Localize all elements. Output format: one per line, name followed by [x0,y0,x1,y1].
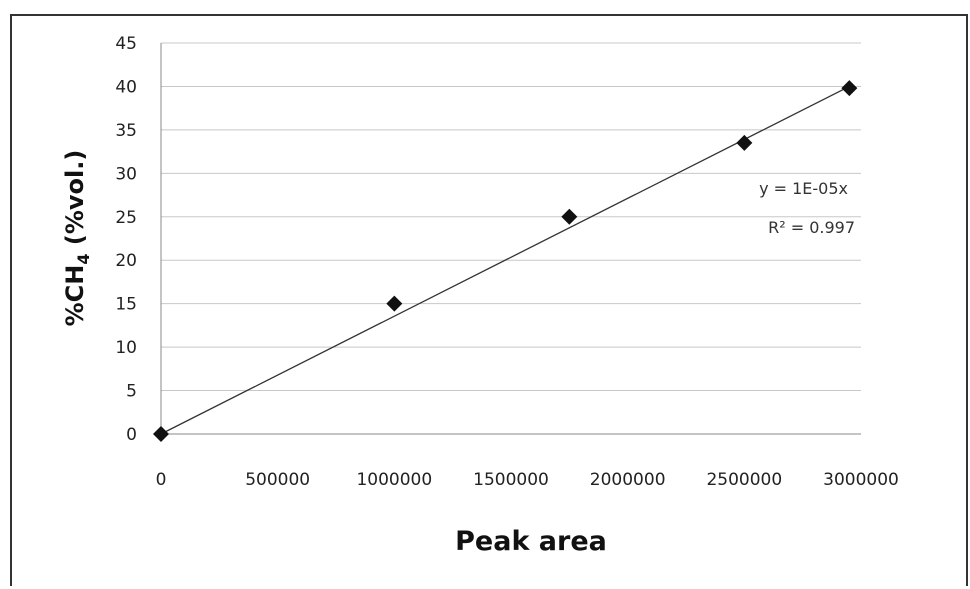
y-tick-label: 15 [115,295,137,315]
y-tick-label: 20 [115,251,137,271]
y-tick-label: 25 [115,208,137,228]
x-tick-labels: 0 500000 1000000 1500000 2000000 2500000 30000… [156,470,899,490]
data-point [386,295,403,312]
y-axis-title: %CH4 (%vol.) [61,150,93,327]
y-tick-label: 5 [126,382,137,402]
y-tick-label: 10 [115,338,137,358]
trendline-r2: R² = 0.997 [768,218,855,237]
y-tick-label: 45 [115,34,137,54]
y-tick-label: 0 [126,425,137,445]
x-axis-title: Peak area [455,526,607,557]
trendline-equation: y = 1E-05x [759,179,848,198]
data-points [153,80,858,442]
data-point [153,426,169,442]
x-tick-label: 2000000 [590,470,666,490]
y-tick-label: 30 [115,164,137,184]
data-point [841,80,858,97]
y-tick-labels: 0 5 10 15 20 25 30 35 40 45 [115,34,137,445]
y-axis-title-rest: (%vol.) [61,150,89,254]
x-tick-label: 1000000 [356,470,432,490]
x-tick-label: 0 [156,470,167,490]
y-axis-title-main: %CH [61,265,89,327]
x-tick-label: 3000000 [823,470,899,490]
x-tick-label: 500000 [245,470,310,490]
y-tick-label: 35 [115,121,137,141]
y-tick-label: 40 [115,77,137,97]
x-tick-label: 2500000 [706,470,782,490]
gridlines [161,42,861,392]
chart-frame [10,14,968,586]
data-point [561,208,578,225]
data-point [736,134,753,151]
x-tick-label: 1500000 [473,470,549,490]
y-axis-title-subscript: 4 [74,253,93,264]
trendline [160,85,850,435]
